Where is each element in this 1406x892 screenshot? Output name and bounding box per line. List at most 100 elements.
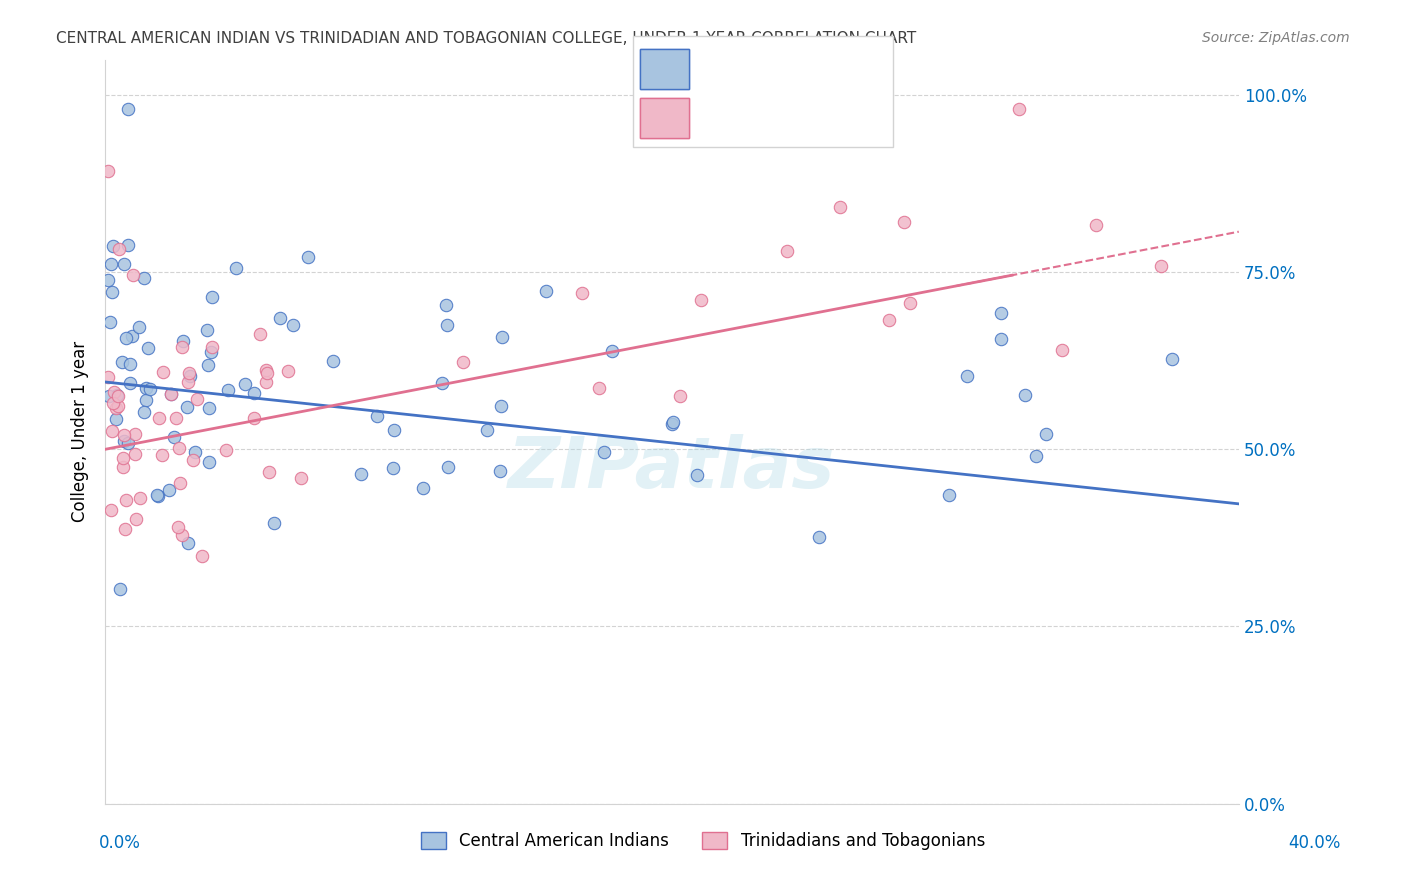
Point [101,395,124,409]
Point [233,376,256,391]
Text: 0.0%: 0.0% [98,834,141,852]
Point [382,461,405,475]
Point [117,435,139,450]
Point [97,273,120,287]
Point [436,318,458,332]
Point [176,401,198,415]
Point [990,306,1012,320]
Point [588,381,610,395]
Point [1160,352,1182,367]
Point [114,522,136,536]
Point [477,423,499,437]
Point [184,445,207,459]
Point [183,453,205,467]
Point [148,411,170,425]
Text: N =: N = [794,58,834,76]
Point [139,382,162,396]
Point [1150,260,1173,274]
Point [201,340,224,354]
Point [256,366,278,380]
Point [124,447,146,461]
Point [100,257,122,271]
Point [100,503,122,517]
Text: R =: R = [699,58,738,76]
Point [451,355,474,369]
Point [1025,449,1047,463]
Point [163,430,186,444]
Point [120,376,142,390]
Point [1014,388,1036,402]
Point [136,342,159,356]
Point [112,459,135,474]
Point [600,344,623,359]
Point [669,389,692,403]
Text: 79: 79 [827,58,852,76]
Text: 59: 59 [827,110,852,128]
Point [489,399,512,413]
Point [101,424,124,438]
Point [277,364,299,378]
Point [115,331,138,345]
Point [900,295,922,310]
Point [412,481,434,495]
Point [662,416,685,430]
Point [169,476,191,491]
Y-axis label: College, Under 1 year: College, Under 1 year [72,341,89,522]
Point [97,369,120,384]
Point [134,405,156,419]
Point [160,387,183,401]
Point [112,427,135,442]
Point [97,164,120,178]
Point [172,334,194,348]
Point [990,332,1012,346]
Point [257,465,280,479]
Legend: Central American Indians, Trinidadians and Tobagonians: Central American Indians, Trinidadians a… [415,825,991,857]
Point [167,519,190,533]
Point [148,489,170,503]
Point [217,383,239,397]
Point [571,285,593,300]
Point [938,488,960,502]
Point [879,313,901,327]
Point [322,354,344,368]
Point [197,401,219,416]
Point [101,285,124,299]
Text: R =: R = [699,110,738,128]
Point [117,102,139,116]
Point [432,376,454,391]
Point [135,381,157,395]
Point [536,284,558,298]
Point [101,239,124,253]
Point [214,443,236,458]
Point [157,483,180,497]
Point [112,450,135,465]
Text: ZIPatlas: ZIPatlas [509,434,835,503]
Point [122,268,145,282]
Point [134,270,156,285]
Point [146,488,169,502]
Point [249,327,271,342]
Point [200,344,222,359]
Point [828,201,851,215]
Point [686,467,709,482]
Point [115,493,138,508]
Point [382,423,405,437]
Text: Source: ZipAtlas.com: Source: ZipAtlas.com [1202,31,1350,45]
Point [177,536,200,550]
Point [1052,343,1074,358]
Point [956,369,979,384]
Point [105,387,128,401]
Point [179,369,201,384]
Point [269,310,291,325]
Point [118,358,141,372]
Point [177,366,200,380]
Point [100,315,122,329]
Point [893,215,915,229]
Point [108,582,131,597]
Point [1008,102,1031,116]
Point [243,386,266,401]
Text: 40.0%: 40.0% [1288,834,1341,852]
Point [254,363,277,377]
Text: -0.215: -0.215 [731,58,796,76]
Point [124,512,146,526]
